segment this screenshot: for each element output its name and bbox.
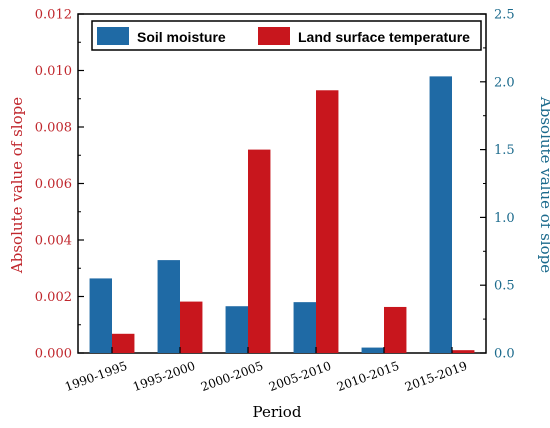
- bar-soil-moisture: [361, 347, 384, 353]
- y-left-tick-label: 0.000: [35, 347, 72, 362]
- y-left-tick-label: 0.008: [35, 121, 72, 136]
- bar-land-surface-temperature: [180, 301, 203, 353]
- bar-soil-moisture: [157, 260, 180, 353]
- y-left-tick-label: 0.002: [35, 290, 72, 305]
- y-left-tick-label: 0.004: [35, 234, 72, 249]
- bar-land-surface-temperature: [248, 149, 271, 353]
- y-right-tick-label: 1.5: [494, 143, 515, 158]
- bar-soil-moisture: [429, 76, 452, 353]
- bars: [89, 76, 475, 354]
- y-right-tick-label: 1.0: [494, 211, 515, 226]
- x-tick-label: 2005-2010: [267, 359, 333, 394]
- bar-land-surface-temperature: [316, 90, 339, 354]
- y-right-tick-label: 2.0: [494, 75, 515, 90]
- y-left-tick-label: 0.012: [35, 8, 72, 23]
- bar-land-surface-temperature: [384, 306, 407, 353]
- y-right-tick-label: 0.5: [494, 279, 515, 294]
- bar-soil-moisture: [293, 302, 316, 353]
- y-axis-label-right: Absolute value of slope: [537, 96, 550, 273]
- y-axis-label-left: Absolute value of slope: [8, 97, 26, 274]
- legend-swatch-land-surface-temperature: [258, 27, 290, 45]
- x-tick-label: 2015-2019: [403, 359, 469, 394]
- bar-land-surface-temperature: [452, 350, 475, 353]
- bar-soil-moisture: [89, 278, 112, 353]
- bar-land-surface-temperature: [112, 333, 135, 353]
- plot-area: [77, 13, 487, 354]
- legend: Soil moisture Land surface temperature: [91, 20, 482, 51]
- plot-frame: [77, 13, 487, 354]
- y-left-tick-label: 0.006: [35, 177, 72, 192]
- x-tick-label: 1995-2000: [131, 359, 197, 394]
- y-right-tick-label: 2.5: [494, 8, 515, 23]
- legend-swatch-soil-moisture: [97, 27, 129, 45]
- x-tick-label: 1990-1995: [63, 359, 129, 394]
- y-left-tick-label: 0.010: [35, 64, 72, 79]
- bar-soil-moisture: [225, 306, 248, 353]
- y-right-tick-label: 0.0: [494, 347, 515, 362]
- x-tick-label: 2000-2005: [199, 359, 265, 394]
- legend-label-soil-moisture: Soil moisture: [137, 29, 226, 45]
- x-tick-label: 2010-2015: [335, 359, 401, 394]
- x-axis-label: Period: [253, 403, 302, 421]
- legend-label-land-surface-temperature: Land surface temperature: [298, 29, 470, 45]
